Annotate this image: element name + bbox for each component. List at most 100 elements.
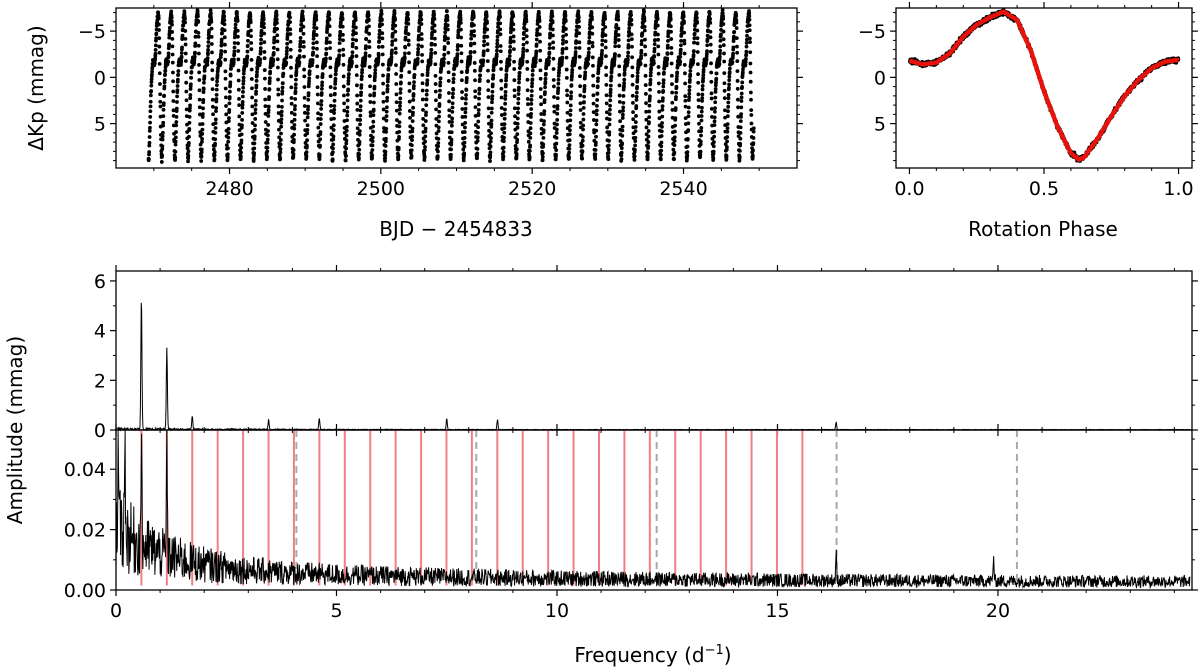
light-curve-point	[390, 42, 395, 47]
light-curve-point	[393, 38, 398, 42]
light-curve-point	[489, 118, 494, 123]
light-curve-point	[186, 149, 191, 154]
light-curve-point	[383, 158, 387, 163]
light-curve-point	[376, 53, 381, 58]
light-curve-point	[548, 31, 553, 36]
light-curve-point	[267, 95, 271, 99]
light-curve-point	[173, 139, 178, 144]
light-curve-point	[149, 77, 154, 82]
light-curve-point	[429, 41, 434, 46]
light-curve-point	[171, 79, 175, 84]
light-curve-point	[521, 52, 525, 57]
light-curve-point	[255, 66, 260, 71]
light-curve-point	[714, 80, 718, 85]
light-curve-point	[300, 9, 305, 14]
light-curve-point	[223, 86, 228, 91]
light-curve-point	[373, 68, 378, 72]
light-curve-point	[499, 67, 503, 71]
light-curve-point	[449, 123, 454, 128]
light-curve-point	[385, 83, 390, 88]
light-curve-point	[567, 143, 572, 148]
light-curve-point	[542, 119, 546, 124]
light-curve-point	[147, 128, 152, 133]
light-curve-point	[215, 83, 219, 87]
light-curve-point	[594, 108, 599, 113]
light-curve-point	[330, 157, 335, 162]
light-curve-point	[301, 17, 306, 22]
light-curve-point	[736, 105, 740, 110]
light-curve-point	[372, 78, 377, 83]
light-curve-point	[686, 121, 691, 126]
light-curve-point	[643, 44, 648, 49]
light-curve-point	[246, 38, 250, 43]
light-curve-point	[331, 142, 336, 147]
light-curve-point	[476, 125, 480, 130]
light-curve-point	[633, 125, 638, 129]
light-curve-point	[357, 156, 361, 161]
light-curve-point	[437, 93, 442, 97]
light-curve-point	[613, 44, 618, 49]
light-curve-point	[358, 104, 363, 109]
light-curve-point	[262, 68, 267, 72]
light-curve-point	[554, 131, 559, 135]
light-curve-point	[384, 136, 388, 141]
light-curve-point	[590, 40, 595, 45]
light-curve-point	[232, 35, 237, 40]
light-curve-point	[420, 97, 425, 102]
light-curve-point	[463, 125, 467, 130]
light-curve-point	[486, 114, 491, 119]
light-curve-point	[240, 102, 245, 107]
light-curve-point	[622, 71, 627, 76]
light-curve-point	[439, 66, 444, 71]
light-curve-point	[726, 96, 731, 101]
light-curve-point	[390, 48, 394, 53]
light-curve-point	[475, 135, 480, 140]
light-curve-point	[477, 96, 481, 101]
light-curve-point	[434, 98, 438, 103]
light-curve-point	[315, 54, 319, 59]
light-curve-point	[276, 92, 281, 97]
light-curve-point	[591, 93, 596, 98]
light-curve-point	[631, 110, 635, 115]
light-curve-point	[305, 128, 310, 132]
light-curve-point	[547, 35, 552, 40]
light-curve-point	[682, 41, 687, 46]
light-curve-point	[698, 139, 703, 144]
light-curve-point	[340, 17, 345, 22]
light-curve-point	[289, 96, 294, 100]
light-curve-point	[714, 71, 719, 76]
light-curve-point	[193, 50, 197, 55]
light-curve-point	[184, 107, 189, 112]
light-curve-point	[665, 56, 670, 61]
light-curve-point	[502, 130, 507, 135]
light-curve-point	[200, 112, 205, 116]
light-curve-point	[515, 116, 520, 121]
light-curve-point	[176, 69, 181, 73]
light-curve-point	[701, 73, 706, 78]
light-curve-point	[350, 60, 354, 65]
light-curve-point	[199, 154, 204, 159]
light-curve-point	[490, 89, 495, 94]
light-curve-point	[731, 45, 736, 50]
light-curve-point	[184, 89, 189, 94]
light-curve-point	[197, 88, 202, 93]
light-curve-point	[201, 98, 206, 102]
light-curve-point	[563, 19, 568, 23]
light-curve-point	[158, 99, 163, 104]
light-curve-point	[288, 15, 292, 20]
light-curve-point	[538, 48, 543, 53]
light-curve-point	[712, 140, 716, 145]
light-curve-point	[730, 60, 735, 65]
light-curve-point	[577, 40, 582, 45]
light-curve-point	[380, 18, 384, 23]
light-curve-point	[249, 41, 254, 45]
light-curve-point	[254, 83, 259, 88]
light-curve-point	[367, 65, 372, 69]
light-curve-point	[580, 138, 585, 143]
light-curve-point	[183, 29, 188, 33]
light-curve-point	[188, 103, 192, 108]
light-curve-point	[626, 50, 631, 55]
light-curve-point	[446, 41, 451, 45]
light-curve-point	[197, 97, 202, 102]
light-curve-point	[713, 89, 718, 94]
